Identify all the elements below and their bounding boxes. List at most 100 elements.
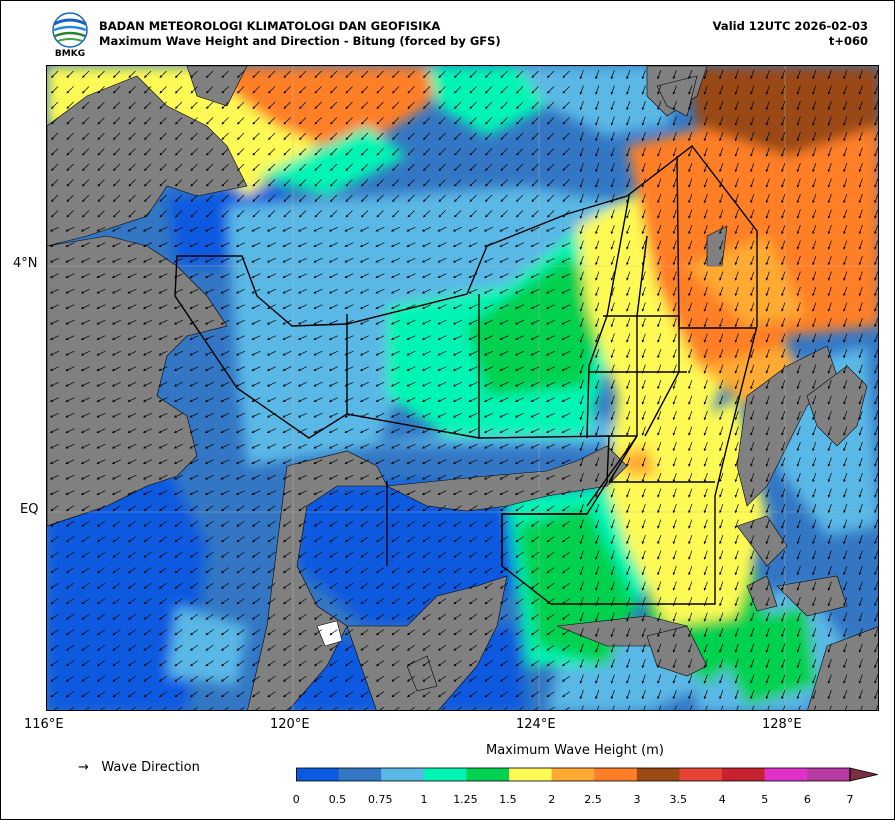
wave-direction-arrow-icon: [314, 70, 322, 78]
wave-direction-arrow-icon: [734, 178, 739, 188]
wave-direction-arrow-icon: [672, 131, 677, 142]
colorbar-segment: [381, 768, 425, 781]
wave-direction-arrow-icon: [547, 86, 555, 94]
wave-direction-arrow-icon: [843, 131, 848, 142]
wave-direction-arrow-icon: [688, 85, 693, 95]
wave-direction-arrow-icon: [128, 210, 136, 218]
wave-direction-arrow-icon: [812, 193, 817, 204]
wave-direction-arrow-icon: [703, 193, 708, 204]
wave-direction-arrow-icon: [827, 131, 832, 142]
wave-direction-arrow-icon: [765, 100, 770, 111]
wave-direction-arrow-icon: [672, 69, 677, 80]
wave-direction-arrow-icon: [438, 117, 446, 125]
wave-direction-arrow-icon: [113, 179, 121, 187]
wave-direction-arrow-icon: [345, 70, 353, 78]
wave-direction-arrow-icon: [843, 193, 848, 204]
wave-direction-arrow-icon: [516, 86, 524, 94]
wave-direction-arrow-icon: [144, 132, 152, 140]
wave-direction-arrow-icon: [562, 179, 570, 187]
wave-direction-arrow-icon: [361, 210, 369, 218]
wave-direction-arrow-icon: [516, 101, 524, 109]
wave-direction-arrow-icon: [688, 100, 693, 111]
wave-direction-arrow-icon: [268, 210, 276, 218]
wave-direction-arrow-icon: [51, 70, 59, 78]
wave-direction-arrow-icon: [610, 100, 615, 111]
wave-direction-arrow-icon: [750, 193, 755, 204]
wave-direction-arrow-icon: [330, 86, 338, 94]
colorbar-segment: [423, 768, 467, 781]
wave-direction-arrow-icon: [858, 131, 863, 142]
wave-direction-arrow-icon: [547, 210, 555, 218]
wave-direction-arrow-icon: [159, 70, 167, 78]
wave-direction-arrow-icon: [874, 193, 878, 204]
wave-direction-arrow-icon: [547, 70, 555, 78]
wave-direction-arrow-icon: [438, 148, 446, 156]
wave-direction-arrow-icon: [175, 132, 183, 140]
wave-height-map[interactable]: [46, 65, 879, 711]
wave-direction-arrow-icon: [82, 163, 90, 171]
wave-direction-arrow-icon: [51, 86, 59, 94]
wave-direction-arrow-icon: [734, 131, 739, 142]
wave-direction-arrow-icon: [392, 210, 400, 218]
wave-direction-arrow-icon: [750, 85, 755, 95]
wave-direction-arrow-icon: [51, 148, 59, 156]
wave-direction-arrow-icon: [144, 101, 152, 109]
wave-direction-arrow-icon: [641, 116, 646, 126]
wave-direction-arrow-icon: [796, 131, 801, 142]
wave-direction-arrow-icon: [610, 162, 615, 173]
wave-direction-arrow-icon: [796, 178, 801, 188]
wave-direction-arrow-icon: [595, 116, 600, 126]
wave-direction-label: Wave Direction: [101, 760, 200, 775]
wave-direction-arrow-icon: [314, 163, 322, 171]
wave-direction-arrow-icon: [268, 86, 276, 94]
wave-direction-arrow-icon: [423, 148, 431, 156]
wave-direction-arrow-icon: [252, 70, 260, 78]
colorbar-segment: [551, 768, 595, 781]
land-sulawesi-north-arm: [385, 445, 628, 512]
wave-direction-arrow-icon: [579, 116, 584, 126]
wave-direction-arrow-icon: [796, 209, 801, 219]
wave-direction-arrow-icon: [423, 179, 431, 187]
colorbar-tick-label: 1.5: [499, 793, 517, 806]
wave-direction-arrow-icon: [641, 100, 646, 111]
wave-direction-arrow-icon: [407, 132, 415, 140]
wave-direction-arrow-icon: [531, 86, 539, 94]
wave-direction-arrow-icon: [719, 193, 724, 204]
wave-direction-arrow-icon: [438, 101, 446, 109]
wave-direction-arrow-icon: [547, 101, 555, 109]
wave-direction-arrow-icon: [796, 147, 801, 157]
wave-direction-arrow-icon: [376, 179, 384, 187]
wave-direction-arrow-icon: [82, 148, 90, 156]
wave-direction-arrow-icon: [610, 193, 615, 204]
wave-direction-arrow-icon: [128, 194, 136, 202]
wave-direction-arrow-icon: [843, 178, 848, 188]
wave-direction-arrow-icon: [657, 209, 662, 219]
wave-direction-arrow-icon: [51, 179, 59, 187]
wave-direction-arrow-icon: [361, 194, 369, 202]
wave-direction-arrow-icon: [672, 193, 677, 204]
wave-direction-arrow-icon: [283, 132, 291, 140]
wave-direction-arrow-icon: [97, 210, 105, 218]
wave-direction-arrow-icon: [175, 117, 183, 125]
land-borneo-north: [47, 75, 248, 247]
wave-direction-arrow-icon: [547, 163, 555, 171]
wave-direction-arrow-icon: [641, 178, 646, 188]
wave-direction-arrow-icon: [485, 70, 493, 78]
wave-direction-arrow-icon: [843, 162, 848, 173]
wave-direction-arrow-icon: [858, 162, 863, 173]
land-sulawesi-southeast: [346, 575, 508, 710]
wave-direction-arrow-icon: [268, 148, 276, 156]
wave-direction-arrow-icon: [392, 148, 400, 156]
wave-direction-arrow-icon: [703, 178, 708, 188]
wave-direction-arrow-icon: [781, 85, 786, 95]
wave-direction-arrow-icon: [299, 70, 307, 78]
wave-direction-arrow-icon: [345, 117, 353, 125]
wave-direction-arrow-icon: →: [78, 760, 89, 775]
wave-direction-arrow-icon: [626, 116, 631, 126]
wave-direction-arrow-icon: [237, 101, 245, 109]
wave-direction-arrow-icon: [190, 210, 198, 218]
wave-direction-arrow-icon: [113, 210, 121, 218]
wave-direction-arrow-icon: [734, 69, 739, 80]
wave-direction-arrow-icon: [407, 148, 415, 156]
wave-direction-arrow-icon: [237, 132, 245, 140]
